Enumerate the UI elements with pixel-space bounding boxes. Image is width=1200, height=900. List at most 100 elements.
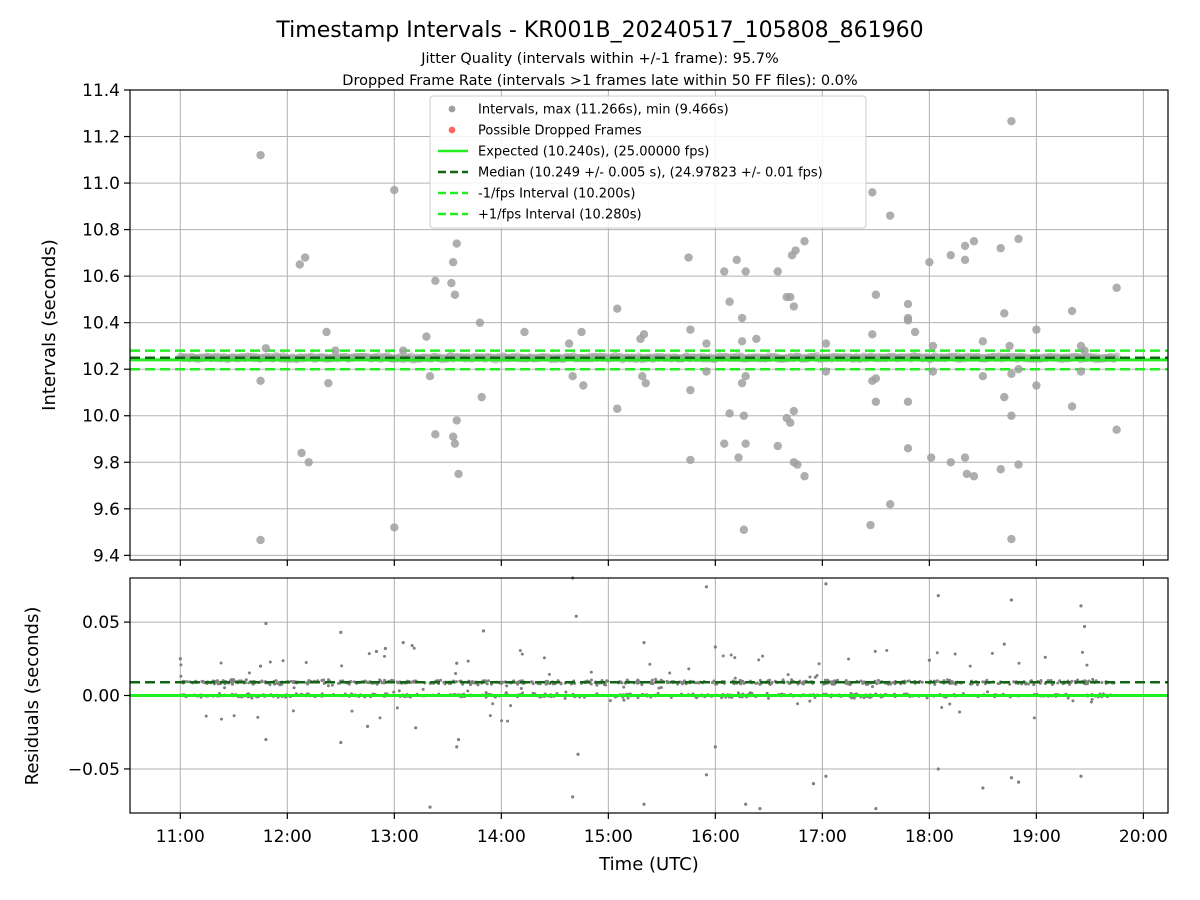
y-tick-label: 9.4 <box>93 546 120 566</box>
x-tick-label: 20:00 <box>1119 827 1168 847</box>
residual-point <box>484 691 488 695</box>
residual-point <box>754 681 758 685</box>
residual-point <box>264 621 268 626</box>
residual-point <box>768 678 772 682</box>
residual-point <box>713 745 717 749</box>
residual-point <box>830 682 834 686</box>
residual-point <box>365 724 370 728</box>
residual-point <box>927 658 931 662</box>
interval-point <box>425 371 435 381</box>
residual-point <box>250 696 254 700</box>
residual-point <box>509 704 513 708</box>
interval-point <box>295 260 304 269</box>
interval-point <box>422 332 431 341</box>
interval-point <box>1067 306 1077 316</box>
residual-point <box>466 659 470 663</box>
residual-point <box>392 690 396 694</box>
interval-point <box>725 409 734 418</box>
interval-point <box>613 404 622 413</box>
interval-point <box>1000 392 1009 402</box>
residual-point <box>339 630 343 634</box>
interval-point <box>741 267 750 276</box>
x-tick-label: 17:00 <box>798 827 847 847</box>
residual-point <box>414 726 418 730</box>
interval-point <box>978 371 988 381</box>
residuals-panel: −0.050.000.05 11:00 12:00 13:00 14:00 15:00 1… <box>22 576 1169 875</box>
residual-point <box>687 667 691 671</box>
y-tick-label: 9.8 <box>93 453 120 473</box>
residual-point <box>733 656 737 660</box>
residual-point <box>667 680 671 684</box>
residual-point <box>486 679 490 683</box>
legend-label: Possible Dropped Frames <box>478 124 642 139</box>
residual-point <box>847 657 851 661</box>
residual-point <box>520 652 524 656</box>
residual-point <box>945 678 949 682</box>
y-tick-label: 11.4 <box>82 81 120 101</box>
residual-point <box>382 654 386 658</box>
residual-point <box>223 686 227 690</box>
residual-point <box>277 682 281 686</box>
interval-point <box>256 150 265 160</box>
residual-point <box>260 679 264 683</box>
residual-point <box>710 681 714 685</box>
interval-point <box>1112 283 1121 292</box>
residual-point <box>757 658 761 662</box>
x-tick-label: 13:00 <box>370 827 419 847</box>
residual-point <box>649 681 653 685</box>
residual-point <box>1024 681 1028 685</box>
residual-point <box>179 663 183 667</box>
x-tick-label: 16:00 <box>691 827 740 847</box>
interval-point <box>903 397 913 406</box>
residual-point <box>456 737 461 742</box>
x-tick-label: 14:00 <box>477 827 526 847</box>
interval-point <box>613 304 622 313</box>
residual-point <box>291 681 295 685</box>
residual-point <box>889 681 893 685</box>
residual-point <box>1012 680 1016 684</box>
interval-point <box>737 337 747 346</box>
residual-point <box>304 660 308 664</box>
intervals-x-ticks <box>179 560 1144 566</box>
interval-point <box>568 371 577 381</box>
residual-point <box>808 699 812 703</box>
residual-point <box>364 680 368 684</box>
interval-point <box>399 346 408 355</box>
residual-point <box>491 702 495 706</box>
interval-point <box>789 302 799 311</box>
interval-point <box>725 297 734 306</box>
interval-point <box>960 241 970 251</box>
residual-point <box>642 802 646 806</box>
residual-point <box>401 641 405 645</box>
residual-point <box>720 696 724 700</box>
residual-point <box>367 652 371 656</box>
interval-point <box>925 257 934 267</box>
y-tick-label: 9.6 <box>93 500 120 520</box>
residual-point <box>500 719 504 723</box>
residual-point <box>622 698 626 702</box>
residual-point <box>378 678 382 682</box>
residual-point <box>659 685 663 689</box>
interval-point <box>297 448 306 458</box>
residual-point <box>622 685 626 689</box>
intervals-points <box>256 116 1121 545</box>
interval-point <box>256 376 265 386</box>
residual-point <box>696 681 699 685</box>
interval-point <box>928 367 938 376</box>
residual-point <box>374 649 379 654</box>
residual-point <box>766 696 770 700</box>
residual-point <box>1056 681 1060 685</box>
residual-point <box>876 678 880 682</box>
interval-point <box>903 444 913 453</box>
residual-point <box>281 659 285 663</box>
residual-point <box>330 683 334 687</box>
interval-point <box>702 367 711 376</box>
residual-point <box>1009 776 1014 780</box>
interval-point <box>638 371 647 381</box>
residual-point <box>292 686 296 690</box>
residual-point <box>439 678 443 682</box>
residual-point <box>648 662 652 666</box>
residual-point <box>179 674 183 678</box>
y-tick-label: 10.4 <box>82 314 120 334</box>
residual-point <box>948 702 952 706</box>
